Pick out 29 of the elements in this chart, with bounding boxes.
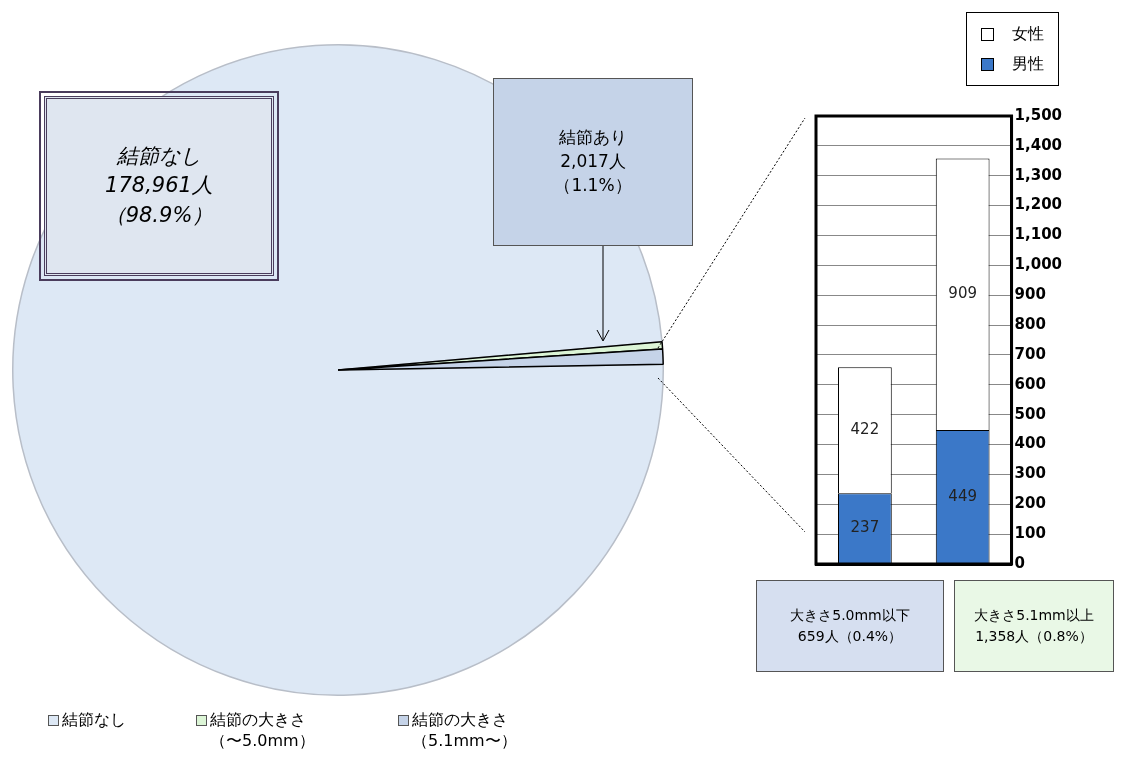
text: 結節あり2,017人（1.1%） [553,126,633,197]
y-tick-label: 200 [1014,494,1046,513]
y-tick-label: 700 [1014,344,1046,363]
y-tick-label: 500 [1014,404,1046,423]
text: 女性 [1012,23,1044,45]
data-label: 909 [948,284,977,303]
data-label: 449 [948,486,977,505]
y-tick-label: 0 [1014,553,1025,572]
y-tick-label: 1,300 [1014,165,1063,184]
legend-label: 結節の大きさ（5.1mm〜） [412,710,518,752]
y-tick-label: 900 [1014,285,1046,304]
y-tick-label: 1,000 [1014,255,1063,274]
y-tick-label: 1,500 [1014,105,1063,124]
y-tick-label: 300 [1014,464,1046,483]
text: 結節なし178,961人（98.9%） [103,142,215,229]
y-tick-label: 800 [1014,314,1046,333]
y-tick-label: 1,100 [1014,225,1063,244]
y-tick-label: 600 [1014,374,1046,393]
text: 大きさ5.0mm以下 659人（0.4%） [756,580,944,672]
y-tick-label: 1,200 [1014,195,1063,214]
text: 大きさ5.1mm以上 1,358人（0.8%） [954,580,1114,672]
y-tick-label: 100 [1014,524,1046,543]
y-tick-label: 400 [1014,434,1046,453]
y-tick-label: 1,400 [1014,135,1063,154]
legend-label: 男性 [1012,53,1044,75]
data-label: 237 [850,518,880,537]
legend-label: 結節の大きさ（〜5.0mm） [210,710,316,752]
legend-label: 結節なし [62,710,126,731]
data-label: 422 [850,420,880,439]
